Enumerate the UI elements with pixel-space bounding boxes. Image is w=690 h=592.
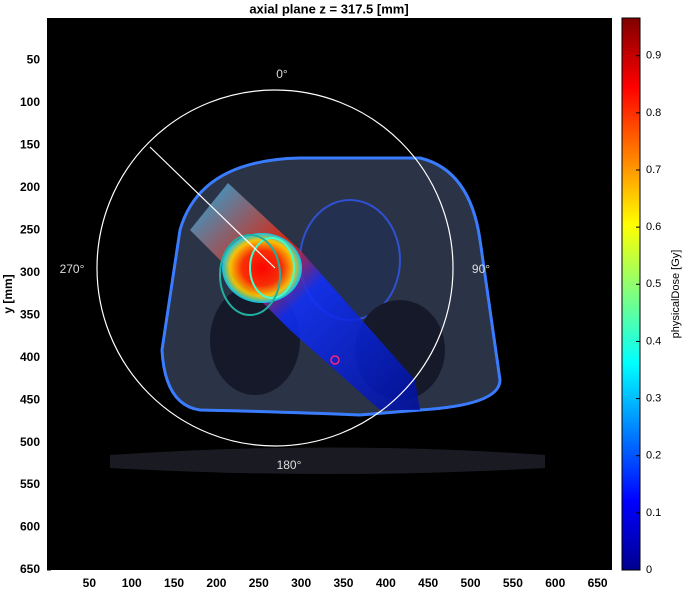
x-tick-label: 50: [83, 576, 97, 590]
y-tick-label: 150: [20, 138, 40, 152]
colorbar-tick-label: 0.3: [646, 392, 661, 404]
colorbar-tick-label: 0.7: [646, 164, 661, 176]
y-tick-label: 600: [20, 520, 40, 534]
y-tick-label: 200: [20, 180, 40, 194]
angle-label: 270°: [60, 262, 85, 276]
colorbar: [621, 17, 641, 571]
x-tick-label: 550: [503, 576, 523, 590]
y-axis-label: y [mm]: [1, 274, 15, 313]
angle-label: 180°: [277, 458, 302, 472]
y-tick-label: 350: [20, 307, 40, 321]
colorbar-tick-label: 0.1: [646, 507, 661, 519]
chart-title: axial plane z = 317.5 [mm]: [249, 1, 408, 16]
colorbar-tick-label: 0.6: [646, 221, 661, 233]
y-tick-label: 100: [20, 95, 40, 109]
y-tick-label: 300: [20, 265, 40, 279]
colorbar-tick-label: 0: [646, 564, 652, 576]
y-tick-label: 500: [20, 435, 40, 449]
x-tick-label: 650: [588, 576, 608, 590]
x-tick-label: 400: [376, 576, 396, 590]
x-tick-label: 250: [249, 576, 269, 590]
y-tick-label: 550: [20, 477, 40, 491]
y-tick-label: 650: [20, 562, 40, 576]
x-tick-label: 100: [122, 576, 142, 590]
colorbar-label: physicalDose [Gy]: [670, 250, 682, 339]
dose-wash: [190, 183, 420, 410]
y-tick-label: 50: [27, 53, 41, 67]
y-tick-label: 250: [20, 222, 40, 236]
colorbar-tick-label: 0.8: [646, 107, 661, 119]
angle-label: 90°: [472, 262, 490, 276]
x-tick-label: 500: [461, 576, 481, 590]
x-tick-label: 200: [206, 576, 226, 590]
colorbar-tick-label: 0.9: [646, 50, 661, 62]
colorbar-tick-label: 0.4: [646, 335, 661, 347]
x-tick-label: 150: [164, 576, 184, 590]
y-tick-label: 450: [20, 392, 40, 406]
x-tick-label: 350: [333, 576, 353, 590]
gantry: [96, 89, 454, 447]
x-tick-label: 450: [418, 576, 438, 590]
y-tick-label: 400: [20, 350, 40, 364]
x-tick-label: 300: [291, 576, 311, 590]
colorbar-tick-label: 0.2: [646, 450, 661, 462]
colorbar-tick-label: 0.5: [646, 278, 661, 290]
x-tick-label: 600: [545, 576, 565, 590]
angle-label: 0°: [276, 67, 288, 81]
